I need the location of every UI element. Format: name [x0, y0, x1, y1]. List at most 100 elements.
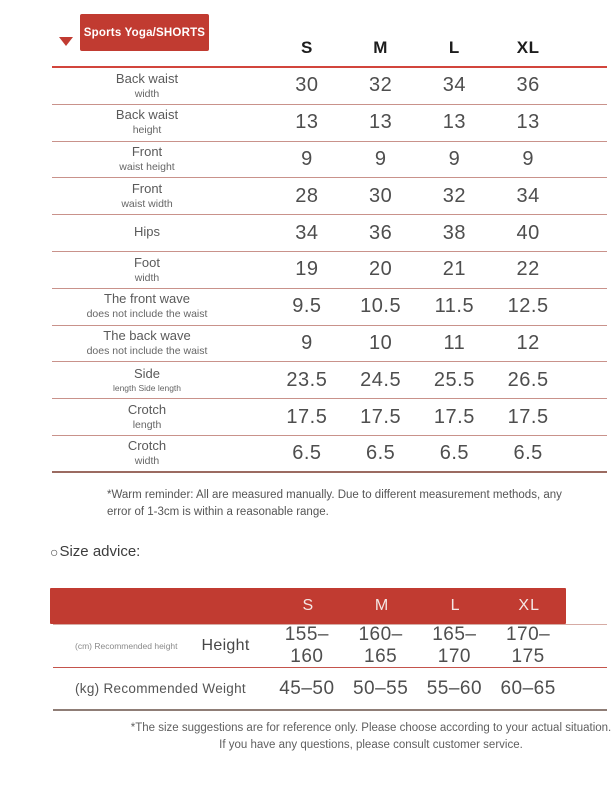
advice-row-label: (cm) Recommended height Height — [53, 637, 270, 655]
cell-value: 34 — [295, 221, 319, 244]
table-row-hips: Hips 34 36 38 40 — [52, 215, 607, 252]
cell-value: 160–165 — [358, 624, 403, 667]
size-advice-heading: ○ Size advice: — [50, 543, 140, 560]
cell-value: 10.5 — [360, 295, 402, 318]
cell-value: 13 — [516, 111, 540, 134]
row-label-line2: length — [132, 418, 162, 431]
cell-value: 45–50 — [279, 677, 335, 699]
cell-value: 10 — [369, 331, 393, 354]
measurement-table-header: S M L XL — [52, 30, 607, 68]
advice-row-label: (kg) Recommended Weight — [53, 681, 270, 696]
table-row-side-length: Side length Side length 23.5 24.5 25.5 2… — [52, 362, 607, 400]
cell-value: 170–175 — [505, 624, 551, 667]
circle-icon: ○ — [50, 543, 59, 560]
cell-value: 34 — [442, 74, 466, 97]
cell-value: 155–160 — [284, 624, 330, 667]
cell-value: 22 — [516, 258, 540, 281]
cell-value: 30 — [295, 74, 319, 97]
table-row-crotch-width: Crotch width 6.5 6.5 6.5 6.5 — [52, 436, 607, 473]
advice-label-main: (kg) Recommended Weight — [75, 681, 246, 696]
row-label: Crotch length — [52, 401, 270, 432]
row-label-line1: Back waist — [115, 70, 179, 86]
table-row-front-wave: The front wave does not include the wais… — [52, 289, 607, 326]
cell-value: 6.5 — [365, 441, 396, 464]
cell-value: 11 — [443, 331, 466, 354]
cell-value: 9 — [448, 147, 461, 170]
cell-value: 24.5 — [360, 368, 402, 391]
cell-value: 30 — [369, 184, 393, 207]
row-label-line2: does not include the waist — [86, 345, 208, 358]
cell-value: 9 — [374, 147, 387, 170]
cell-value: 19 — [295, 258, 319, 281]
row-label-line2: length Side length — [112, 383, 182, 394]
cell-value: 21 — [442, 258, 466, 281]
advice-row-height: (cm) Recommended height Height 155–160 1… — [53, 624, 607, 668]
cell-value: 13 — [295, 111, 319, 134]
row-label: Hips — [52, 224, 270, 241]
row-label-line2: width — [134, 271, 160, 284]
cell-value: 12 — [516, 331, 540, 354]
cell-value: 40 — [516, 221, 540, 244]
row-label-line2: waist width — [121, 197, 173, 210]
cell-value: 9 — [301, 147, 313, 170]
cell-value: 26.5 — [507, 368, 549, 391]
row-label-line1: Front — [131, 181, 163, 197]
advice-size-header-xl: XL — [518, 597, 540, 614]
cell-value: 13 — [442, 111, 466, 134]
size-advice-heading-label: Size advice: — [59, 543, 141, 560]
size-advice-table: (cm) Recommended height Height 155–160 1… — [53, 624, 607, 711]
row-label: Back waist width — [52, 70, 270, 101]
cell-value: 25.5 — [433, 368, 475, 391]
cell-value: 32 — [369, 74, 393, 97]
row-label-line1: Foot — [133, 254, 160, 270]
row-label-line1: The back wave — [103, 328, 191, 344]
row-label-line2: width — [134, 455, 160, 468]
cell-value: 9.5 — [292, 295, 322, 318]
table-row-crotch-length: Crotch length 17.5 17.5 17.5 17.5 — [52, 399, 607, 436]
row-label: The back wave does not include the waist — [52, 328, 270, 358]
row-label-line2: height — [132, 124, 162, 137]
advice-size-header-l: L — [450, 597, 461, 614]
cell-value: 32 — [442, 184, 466, 207]
row-label: Back waist height — [52, 107, 270, 137]
cell-value: 9 — [522, 147, 534, 170]
cell-value: 38 — [442, 221, 466, 244]
tag-pointer-icon — [59, 37, 73, 46]
cell-value: 12.5 — [507, 295, 549, 318]
cell-value: 50–55 — [352, 677, 409, 699]
row-label-line1: Back waist — [115, 107, 179, 123]
cell-value: 28 — [295, 184, 319, 207]
size-advice-note: *The size suggestions are for reference … — [130, 722, 612, 752]
row-label-line1: Front — [131, 144, 163, 160]
advice-label-main: Height — [201, 637, 250, 654]
advice-size-header-s: S — [302, 597, 315, 614]
cell-value: 17.5 — [286, 405, 328, 428]
cell-value: 17.5 — [360, 405, 402, 428]
size-header-l: L — [448, 38, 460, 57]
cell-value: 6.5 — [292, 441, 322, 464]
size-advice-header-bar: S M L XL — [50, 588, 566, 624]
row-label-line1: Crotch — [127, 401, 167, 417]
cell-value: 17.5 — [433, 405, 475, 428]
row-label: Side length Side length — [52, 366, 270, 394]
row-label: The front wave does not include the wais… — [52, 291, 270, 321]
cell-value: 6.5 — [513, 441, 543, 464]
table-row-front-waist-width: Front waist width 28 30 32 34 — [52, 178, 607, 216]
table-row-back-waist-height: Back waist height 13 13 13 13 — [52, 105, 607, 142]
cell-value: 36 — [516, 74, 540, 97]
table-row-foot-width: Foot width 19 20 21 22 — [52, 252, 607, 289]
cell-value: 165–170 — [432, 624, 477, 667]
cell-value: 13 — [369, 111, 393, 134]
row-label-line2: waist height — [119, 161, 175, 174]
cell-value: 20 — [369, 258, 393, 281]
row-label-line1: Crotch — [127, 438, 167, 454]
size-header-s: S — [300, 38, 313, 57]
cell-value: 55–60 — [426, 677, 483, 699]
row-label: Front waist width — [52, 181, 270, 211]
size-header-m: M — [373, 38, 388, 57]
table-row-back-waist-width: Back waist width 30 32 34 36 — [52, 68, 607, 105]
row-label-line1: Side — [133, 366, 161, 382]
table-row-front-waist-height: Front waist height 9 9 9 9 — [52, 142, 607, 179]
advice-label-unit: (cm) Recommended height — [75, 641, 178, 651]
